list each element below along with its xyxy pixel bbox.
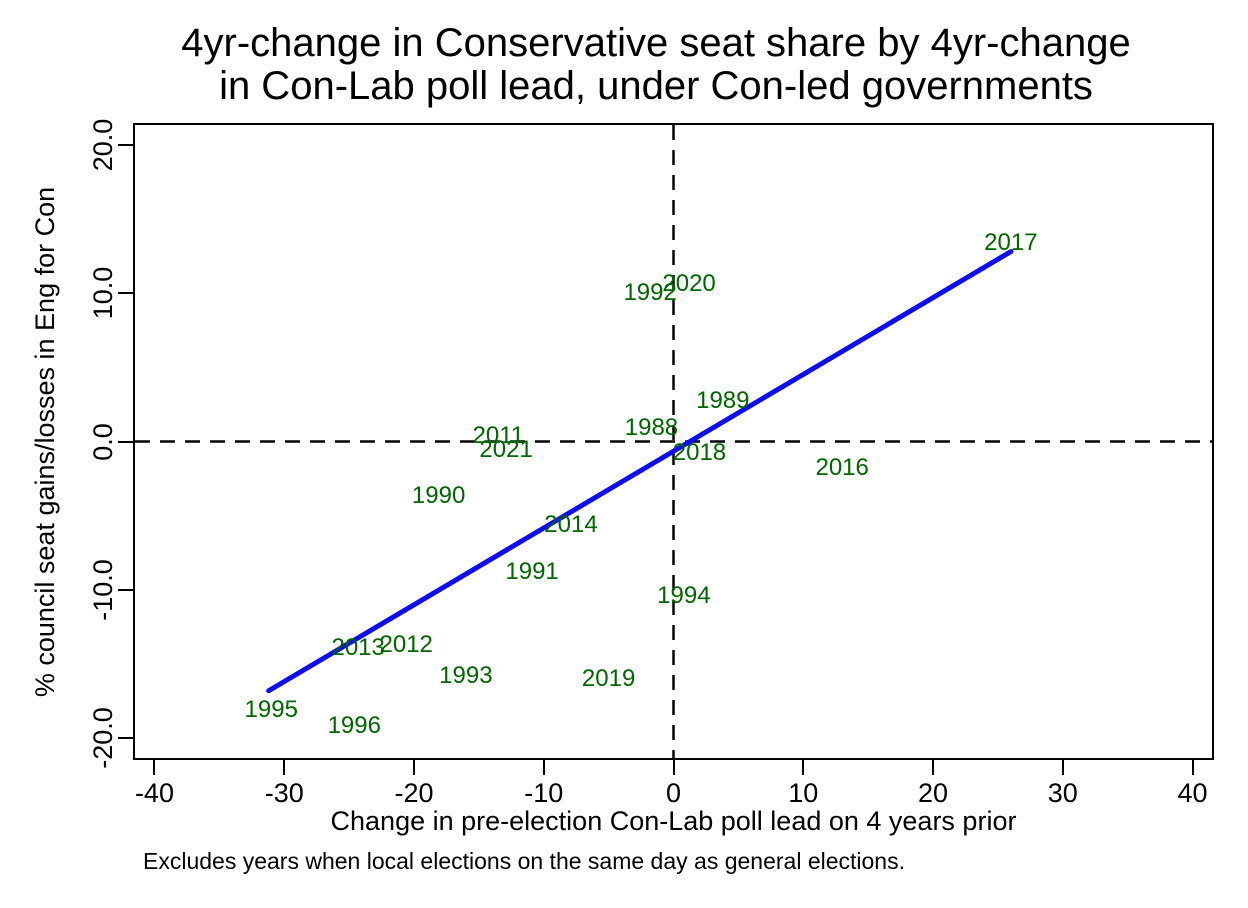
data-point-label-1993: 1993: [439, 661, 493, 689]
x-axis-tick-40: [1191, 760, 1194, 775]
data-point-label-2016: 2016: [815, 454, 869, 482]
y-axis-tick-10.0: [118, 292, 133, 295]
x-axis-tick-label-0: 0: [665, 778, 682, 808]
x-axis-tick-20: [932, 760, 935, 775]
y-axis-tick-label-20.0: 20.0: [88, 118, 118, 172]
y-axis-tick-label--20.0: -20.0: [88, 707, 118, 770]
data-point-label-1995: 1995: [244, 696, 298, 724]
chart-title-line1: 4yr-change in Conservative seat share by…: [181, 21, 1131, 65]
y-axis-tick-0.0: [118, 440, 133, 443]
data-point-label-2012: 2012: [379, 630, 433, 658]
data-point-label-1994: 1994: [657, 581, 711, 609]
chart-title-line2: in Con-Lab poll lead, under Con-led gove…: [219, 64, 1093, 109]
data-point-label-2018: 2018: [672, 439, 727, 467]
data-point-label-2019: 2019: [581, 664, 636, 692]
data-point-label-2013: 2013: [331, 633, 385, 661]
y-axis-tick--10.0: [118, 588, 133, 591]
data-point-label-1991: 1991: [505, 558, 559, 586]
data-point-label-2011: 2011: [472, 421, 525, 449]
y-axis-tick--20.0: [118, 737, 133, 740]
x-axis-tick-label--20: -20: [394, 778, 434, 808]
x-axis-tick--40: [153, 760, 156, 775]
x-axis-tick--30: [283, 760, 286, 775]
y-axis-tick-label-10.0: 10.0: [88, 266, 118, 320]
chart-footnote: Excludes years when local elections on t…: [143, 848, 905, 874]
x-axis-tick-label--10: -10: [524, 778, 564, 808]
data-point-label-1990: 1990: [411, 482, 466, 510]
data-point-label-2021: 2021: [479, 436, 533, 464]
x-axis-tick-label-20: 20: [917, 778, 949, 808]
data-point-label-2014: 2014: [544, 510, 598, 538]
x-axis-tick-0: [672, 760, 675, 775]
data-point-label-1996: 1996: [327, 712, 381, 740]
fit-line: [266, 249, 1014, 694]
x-axis-tick-label-30: 30: [1047, 778, 1078, 808]
x-axis-tick-label--40: -40: [134, 778, 174, 808]
x-axis-title: Change in pre-election Con-Lab poll lead…: [330, 806, 1017, 836]
plot-lines-layer: [135, 125, 1212, 758]
data-point-label-2020: 2020: [662, 270, 716, 298]
x-axis-tick-10: [802, 760, 805, 775]
data-point-label-1989: 1989: [696, 387, 750, 415]
x-axis-tick-label-10: 10: [788, 778, 819, 808]
y-axis-tick-20.0: [118, 143, 133, 146]
data-point-label-1992: 1992: [623, 279, 677, 307]
plot-area: % council seat gains/losses in Eng for C…: [30, 118, 1214, 836]
x-axis-tick-label--30: -30: [264, 778, 304, 808]
data-point-label-2017: 2017: [984, 228, 1038, 256]
x-axis-tick-label-40: 40: [1177, 778, 1208, 808]
x-axis-tick--10: [542, 760, 545, 775]
y-axis-tick-label--10.0: -10.0: [88, 559, 118, 621]
x-axis-tick-30: [1061, 760, 1064, 775]
chart-title: 4yr-change in Conservative seat share by…: [64, 21, 1248, 109]
y-axis-title: % council seat gains/losses in Eng for C…: [30, 186, 60, 698]
x-axis-tick--20: [412, 760, 415, 775]
y-axis-tick-label-0.0: 0.0: [88, 422, 118, 461]
data-point-label-1988: 1988: [624, 414, 679, 442]
